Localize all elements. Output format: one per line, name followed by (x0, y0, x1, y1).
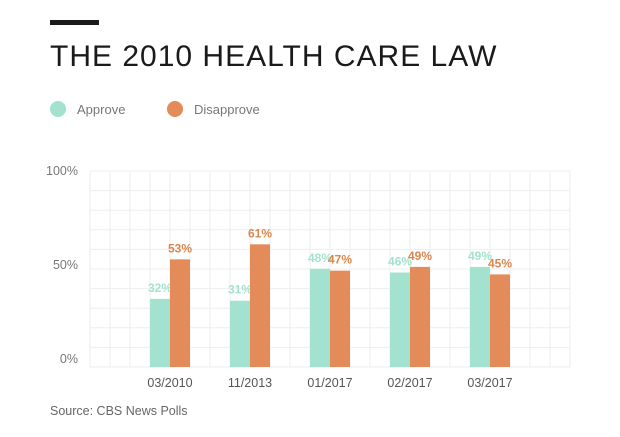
legend-item-approve: Approve (50, 101, 125, 117)
y-tick-label: 100% (46, 164, 78, 178)
data-label-disapprove: 61% (248, 226, 272, 240)
legend-swatch-disapprove (167, 101, 183, 117)
data-label-approve: 46% (388, 255, 412, 269)
data-label-approve: 32% (148, 281, 172, 295)
x-tick-label: 11/2013 (228, 376, 272, 390)
bar-disapprove (250, 244, 270, 367)
source-note: Source: CBS News Polls (50, 404, 188, 418)
data-label-approve: 48% (308, 251, 332, 265)
data-label-approve: 49% (468, 249, 492, 263)
x-tick-label: 03/2017 (467, 376, 512, 390)
bar-disapprove (330, 270, 350, 367)
legend-swatch-approve (50, 101, 66, 117)
bar-disapprove (490, 274, 510, 367)
bar-approve (310, 268, 330, 367)
bar-approve (390, 272, 410, 367)
chart-title: THE 2010 HEALTH CARE LAW (50, 40, 498, 73)
bar-disapprove (170, 259, 190, 367)
data-label-disapprove: 47% (328, 253, 352, 267)
x-tick-label: 03/2010 (147, 376, 192, 390)
y-tick-label: 50% (53, 258, 78, 272)
title-accent-bar (50, 20, 99, 25)
bar-approve (470, 266, 490, 367)
data-label-approve: 31% (228, 283, 252, 297)
data-label-disapprove: 45% (488, 256, 512, 270)
legend-label-disapprove: Disapprove (194, 101, 260, 117)
legend-item-disapprove: Disapprove (167, 101, 260, 117)
y-tick-label: 0% (60, 352, 78, 366)
bar-approve (230, 300, 250, 367)
bar-approve (150, 298, 170, 367)
x-tick-label: 02/2017 (387, 376, 432, 390)
legend-label-approve: Approve (77, 101, 126, 117)
x-tick-label: 01/2017 (307, 376, 352, 390)
bar-disapprove (410, 266, 430, 367)
data-label-disapprove: 49% (408, 249, 432, 263)
data-label-disapprove: 53% (168, 241, 192, 255)
